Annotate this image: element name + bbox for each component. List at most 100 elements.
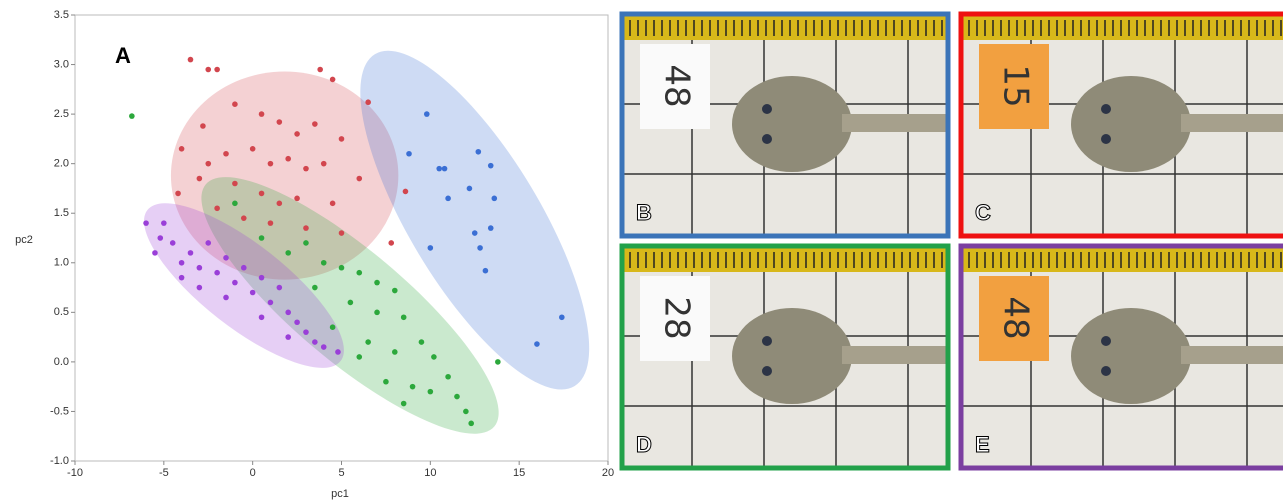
point xyxy=(188,250,194,256)
specimen-body xyxy=(1071,76,1191,172)
point xyxy=(277,201,283,207)
point xyxy=(223,255,229,261)
point xyxy=(303,166,309,172)
y-tick-label: 2.0 xyxy=(54,158,69,170)
point xyxy=(330,201,336,207)
point xyxy=(179,275,185,281)
point xyxy=(312,121,318,127)
point xyxy=(559,314,565,320)
point xyxy=(410,384,416,390)
x-axis-label: pc1 xyxy=(331,488,349,500)
x-tick-label: -5 xyxy=(159,467,169,479)
point xyxy=(259,235,265,241)
point xyxy=(330,77,336,83)
x-tick-label: 20 xyxy=(602,467,614,479)
y-axis-label: pc2 xyxy=(15,234,33,246)
point xyxy=(205,67,211,73)
point xyxy=(321,161,327,167)
point xyxy=(392,349,398,355)
point xyxy=(403,189,409,195)
y-tick-label: 3.5 xyxy=(54,9,69,21)
eye xyxy=(762,336,772,346)
point xyxy=(250,290,256,296)
specimen-tail xyxy=(842,346,946,364)
panel-letter: E xyxy=(975,432,990,457)
point xyxy=(365,99,371,105)
point xyxy=(419,339,425,345)
point xyxy=(442,166,448,172)
point xyxy=(454,394,460,400)
specimen-body xyxy=(1071,308,1191,404)
ruler xyxy=(622,14,948,40)
point xyxy=(468,421,474,427)
point xyxy=(534,341,540,347)
point xyxy=(321,260,327,266)
point xyxy=(488,163,494,169)
point xyxy=(294,196,300,202)
photo-panel: 28D xyxy=(622,246,948,468)
eye xyxy=(762,366,772,376)
point xyxy=(200,123,206,129)
point xyxy=(259,314,265,320)
point xyxy=(259,191,265,197)
specimen-tail xyxy=(842,114,946,132)
point xyxy=(303,240,309,246)
photo-panel: 15 C xyxy=(961,14,1283,236)
point xyxy=(491,196,497,202)
point xyxy=(268,220,274,226)
point xyxy=(259,275,265,281)
point xyxy=(205,161,211,167)
point xyxy=(312,285,318,291)
point xyxy=(392,288,398,294)
point xyxy=(445,374,451,380)
photo-tag: 28 xyxy=(657,296,697,339)
panel-letter: C xyxy=(975,200,991,225)
point xyxy=(294,319,300,325)
point xyxy=(356,176,362,182)
point xyxy=(330,324,336,330)
point xyxy=(268,161,274,167)
y-tick-label: 2.5 xyxy=(54,108,69,120)
panel-label: A xyxy=(115,43,131,68)
point xyxy=(365,339,371,345)
point xyxy=(312,339,318,345)
point xyxy=(445,196,451,202)
x-tick-label: 10 xyxy=(424,467,436,479)
point xyxy=(214,205,220,211)
eye xyxy=(1101,134,1111,144)
y-tick-label: -0.5 xyxy=(50,405,69,417)
panel-letter: B xyxy=(636,200,652,225)
point xyxy=(339,265,345,271)
eye xyxy=(762,134,772,144)
point xyxy=(348,300,354,306)
point xyxy=(161,220,167,226)
point xyxy=(401,401,407,407)
specimen-body xyxy=(732,308,852,404)
point xyxy=(285,250,291,256)
point xyxy=(477,245,483,251)
figure: A pc1 pc2 -10-505101520-1.0-0.50.00.51.0… xyxy=(0,0,1283,504)
point xyxy=(476,149,482,155)
photo-tag: 48 xyxy=(657,64,697,107)
point xyxy=(488,225,494,231)
point xyxy=(428,389,434,395)
eye xyxy=(1101,336,1111,346)
point xyxy=(232,181,238,187)
point xyxy=(214,67,220,73)
point xyxy=(294,131,300,137)
point xyxy=(170,240,176,246)
point xyxy=(232,201,238,207)
point xyxy=(232,280,238,286)
point xyxy=(197,176,203,182)
point xyxy=(277,119,283,125)
y-tick-label: 1.5 xyxy=(54,207,69,219)
y-tick-label: -1.0 xyxy=(50,455,69,467)
photo-tag: 15 xyxy=(996,64,1036,107)
point xyxy=(356,270,362,276)
point xyxy=(197,285,203,291)
point xyxy=(157,235,163,241)
specimen-tail xyxy=(1181,114,1283,132)
photo-panel: 48 B xyxy=(622,14,948,236)
y-tick-label: 0.0 xyxy=(54,356,69,368)
point xyxy=(179,260,185,266)
